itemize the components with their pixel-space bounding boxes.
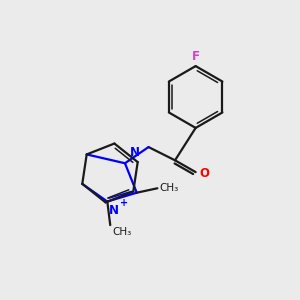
Text: +: + xyxy=(120,198,128,208)
Text: N: N xyxy=(129,146,140,159)
Text: N: N xyxy=(109,204,119,217)
Text: CH₃: CH₃ xyxy=(112,227,132,237)
Text: CH₃: CH₃ xyxy=(159,183,179,193)
Text: F: F xyxy=(192,50,200,62)
Text: O: O xyxy=(199,167,209,180)
